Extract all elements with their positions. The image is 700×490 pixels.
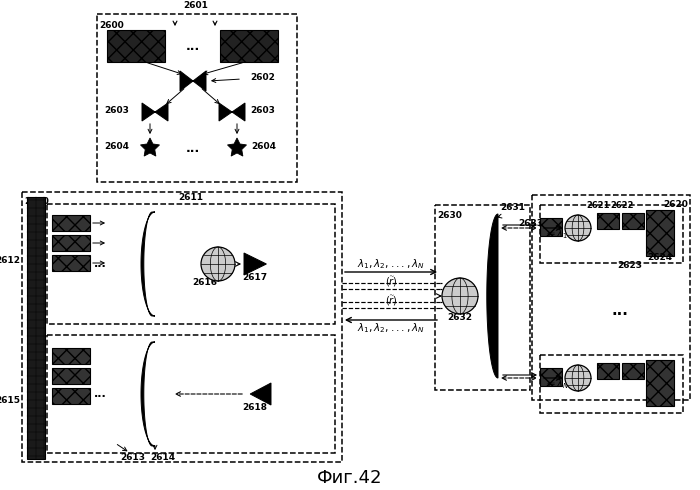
Bar bbox=[52, 388, 90, 404]
Bar bbox=[47, 204, 335, 324]
Bar bbox=[597, 363, 619, 379]
Bar bbox=[622, 363, 644, 379]
Polygon shape bbox=[141, 212, 155, 316]
Polygon shape bbox=[250, 383, 271, 405]
Bar bbox=[52, 348, 90, 364]
Text: 2602: 2602 bbox=[250, 74, 275, 82]
Polygon shape bbox=[244, 253, 267, 275]
Bar bbox=[22, 192, 342, 462]
Circle shape bbox=[442, 278, 478, 314]
Text: ...: ... bbox=[612, 302, 629, 318]
Text: 2621: 2621 bbox=[587, 201, 610, 210]
Polygon shape bbox=[142, 103, 168, 121]
Text: 2616: 2616 bbox=[193, 278, 218, 287]
Text: 2603: 2603 bbox=[104, 105, 129, 115]
Text: 2630: 2630 bbox=[437, 211, 462, 220]
Text: 2632: 2632 bbox=[447, 313, 473, 322]
Bar bbox=[622, 213, 644, 229]
Bar bbox=[646, 360, 674, 406]
Bar bbox=[540, 355, 683, 413]
Bar bbox=[435, 205, 530, 390]
Text: 2624: 2624 bbox=[648, 253, 673, 262]
Bar bbox=[540, 218, 562, 236]
Polygon shape bbox=[219, 103, 245, 121]
Bar bbox=[52, 368, 90, 384]
Text: $(\widetilde{r})$: $(\widetilde{r})$ bbox=[384, 275, 398, 289]
Bar bbox=[47, 335, 335, 453]
Text: $\Leftarrow\lambda_1$: $\Leftarrow\lambda_1$ bbox=[545, 227, 568, 241]
Circle shape bbox=[565, 215, 591, 241]
Text: 2601: 2601 bbox=[183, 1, 209, 10]
Text: 2615: 2615 bbox=[0, 395, 20, 405]
Text: Фиг.42: Фиг.42 bbox=[317, 469, 383, 487]
Polygon shape bbox=[228, 138, 246, 156]
Text: 2604: 2604 bbox=[251, 142, 276, 150]
Text: 2633: 2633 bbox=[518, 219, 543, 228]
Text: 2600: 2600 bbox=[99, 21, 124, 30]
Bar bbox=[52, 235, 90, 251]
Bar bbox=[597, 213, 619, 229]
Text: ...: ... bbox=[186, 40, 200, 52]
Polygon shape bbox=[141, 138, 160, 156]
Bar bbox=[97, 14, 297, 182]
Text: ...: ... bbox=[64, 272, 78, 282]
Polygon shape bbox=[141, 342, 155, 446]
Bar bbox=[220, 30, 278, 62]
Text: 2604: 2604 bbox=[104, 142, 129, 150]
Bar bbox=[532, 195, 690, 400]
Text: 2617: 2617 bbox=[242, 273, 267, 282]
Text: 2618: 2618 bbox=[242, 403, 267, 412]
Bar bbox=[540, 368, 562, 386]
Text: 2611: 2611 bbox=[178, 193, 204, 202]
Bar bbox=[52, 215, 90, 231]
Bar bbox=[107, 30, 165, 62]
Bar bbox=[646, 210, 674, 256]
Text: 2623: 2623 bbox=[617, 261, 643, 270]
Bar bbox=[27, 197, 45, 459]
Text: 2612: 2612 bbox=[0, 255, 20, 265]
Bar bbox=[52, 255, 90, 271]
Text: ...: ... bbox=[64, 403, 78, 413]
Text: $\lambda_1, \lambda_2,...,\lambda_N$: $\lambda_1, \lambda_2,...,\lambda_N$ bbox=[357, 257, 425, 271]
Text: 2631: 2631 bbox=[500, 203, 525, 212]
Polygon shape bbox=[180, 71, 206, 91]
Polygon shape bbox=[486, 214, 498, 378]
Bar bbox=[540, 205, 683, 263]
Text: 2610: 2610 bbox=[24, 197, 49, 206]
Circle shape bbox=[565, 365, 591, 391]
Text: 2620: 2620 bbox=[663, 200, 688, 209]
Text: $\lambda_1, \lambda_2,...,\lambda_N$: $\lambda_1, \lambda_2,...,\lambda_N$ bbox=[357, 321, 425, 335]
Circle shape bbox=[201, 247, 235, 281]
Text: ...: ... bbox=[94, 389, 106, 399]
Text: $(\widetilde{r})$: $(\widetilde{r})$ bbox=[384, 294, 398, 308]
Text: ...: ... bbox=[186, 142, 200, 154]
Text: $\Leftarrow\lambda_N$: $\Leftarrow\lambda_N$ bbox=[545, 377, 570, 391]
Text: 2622: 2622 bbox=[610, 201, 634, 210]
Text: ...: ... bbox=[94, 259, 106, 269]
Text: 2613: 2613 bbox=[120, 453, 146, 462]
Text: 2614: 2614 bbox=[150, 453, 176, 462]
Text: 2603: 2603 bbox=[250, 105, 275, 115]
